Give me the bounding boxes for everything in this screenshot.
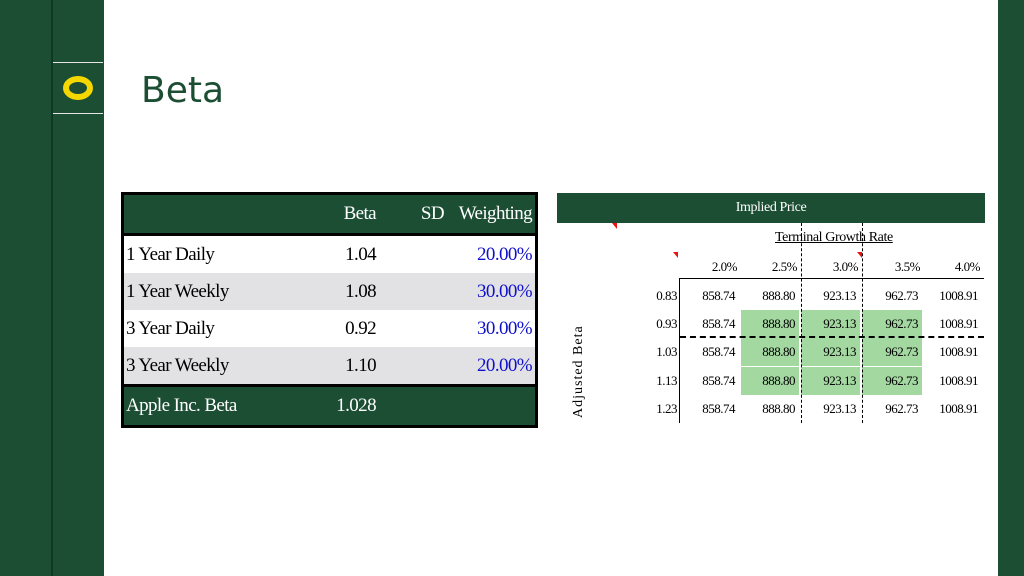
- sensitivity-cell: 923.13: [801, 310, 860, 338]
- footer-label: Apple Inc. Beta: [126, 395, 237, 416]
- page-title: Beta: [141, 70, 225, 111]
- terminal-growth-label: Terminal Growth Rate: [775, 230, 893, 245]
- sensitivity-cell: 858.74: [702, 288, 735, 303]
- growth-rate-header: 3.0%: [832, 259, 859, 274]
- beta-row-header: 1.13: [656, 373, 677, 388]
- sensitivity-cell: 923.13: [801, 367, 860, 395]
- grid-left-line: [679, 278, 680, 423]
- row-beta: 1.08: [345, 280, 376, 302]
- table-row: 1 Year Weekly 1.08 30.00%: [124, 273, 535, 310]
- dashed-line: [680, 336, 984, 338]
- sensitivity-cell: 1008.91: [939, 344, 978, 359]
- sidebar-strip: [51, 0, 53, 576]
- dashed-line: [862, 223, 863, 423]
- growth-rate-header: 4.0%: [954, 259, 981, 274]
- sensitivity-cell: 858.74: [702, 344, 735, 359]
- sensitivity-cell: 1008.91: [939, 288, 978, 303]
- row-weighting: 20.00%: [477, 243, 533, 265]
- table-row: 3 Year Weekly 1.10 20.00%: [124, 347, 535, 384]
- row-beta: 1.04: [345, 243, 376, 265]
- dashed-line: [801, 223, 802, 423]
- growth-rate-header: 2.0%: [711, 259, 738, 274]
- sensitivity-cell: 1008.91: [939, 316, 978, 331]
- row-label: 1 Year Daily: [126, 243, 215, 265]
- comment-marker-icon: [857, 252, 862, 258]
- beta-row-header: 1.03: [656, 344, 677, 359]
- beta-table-footer: Apple Inc. Beta 1.028: [124, 384, 535, 425]
- sensitivity-cell: 858.74: [702, 316, 735, 331]
- adjusted-beta-label: Adjusted Beta: [571, 325, 586, 418]
- comment-marker-icon: [612, 223, 617, 229]
- row-label: 3 Year Daily: [126, 317, 215, 339]
- sensitivity-cell: 962.73: [885, 401, 918, 416]
- sensitivity-cell: 888.80: [741, 367, 799, 395]
- sensitivity-cell: 888.80: [762, 288, 795, 303]
- sensitivity-cell: 858.74: [702, 373, 735, 388]
- footer-beta: 1.028: [336, 395, 376, 416]
- table-row: 1 Year Daily 1.04 20.00%: [124, 236, 535, 273]
- sensitivity-title: Implied Price: [557, 193, 985, 223]
- beta-row-header: 0.93: [656, 316, 677, 331]
- oregon-logo: [53, 62, 103, 114]
- o-logo-icon: [63, 76, 93, 100]
- header-weighting: Weighting: [458, 203, 533, 224]
- sensitivity-cell: 923.13: [801, 338, 860, 366]
- sensitivity-cell: 1008.91: [939, 373, 978, 388]
- header-sd: SD: [420, 203, 445, 224]
- sensitivity-cell: 962.73: [862, 310, 922, 338]
- beta-table: Beta SD Weighting 1 Year Daily 1.04 20.0…: [121, 192, 538, 428]
- beta-row-header: 1.23: [656, 401, 677, 416]
- sensitivity-table: Implied Price Terminal Growth Rate Adjus…: [557, 193, 985, 428]
- growth-rate-header: 2.5%: [771, 259, 798, 274]
- comment-marker-icon: [673, 252, 678, 258]
- row-weighting: 20.00%: [477, 354, 533, 376]
- row-weighting: 30.00%: [477, 317, 533, 339]
- sensitivity-cell: 888.80: [741, 310, 799, 338]
- row-beta: 0.92: [345, 317, 376, 339]
- beta-row-header: 0.83: [656, 288, 677, 303]
- sensitivity-cell: 888.80: [762, 401, 795, 416]
- sensitivity-cell: 923.13: [823, 288, 856, 303]
- right-bar: [998, 0, 1024, 576]
- grid-header-line: [680, 278, 984, 279]
- beta-table-header: Beta SD Weighting: [124, 195, 535, 236]
- row-weighting: 30.00%: [477, 280, 533, 302]
- table-row: 3 Year Daily 0.92 30.00%: [124, 310, 535, 347]
- sensitivity-cell: 962.73: [862, 338, 922, 366]
- sensitivity-cell: 962.73: [862, 367, 922, 395]
- sensitivity-cell: 962.73: [885, 288, 918, 303]
- sensitivity-cell: 923.13: [823, 401, 856, 416]
- row-label: 3 Year Weekly: [126, 354, 229, 376]
- sensitivity-cell: 1008.91: [939, 401, 978, 416]
- growth-rate-header: 3.5%: [894, 259, 921, 274]
- row-label: 1 Year Weekly: [126, 280, 229, 302]
- header-beta: Beta: [343, 203, 377, 224]
- sensitivity-cell: 888.80: [741, 338, 799, 366]
- row-beta: 1.10: [345, 354, 376, 376]
- sensitivity-cell: 858.74: [702, 401, 735, 416]
